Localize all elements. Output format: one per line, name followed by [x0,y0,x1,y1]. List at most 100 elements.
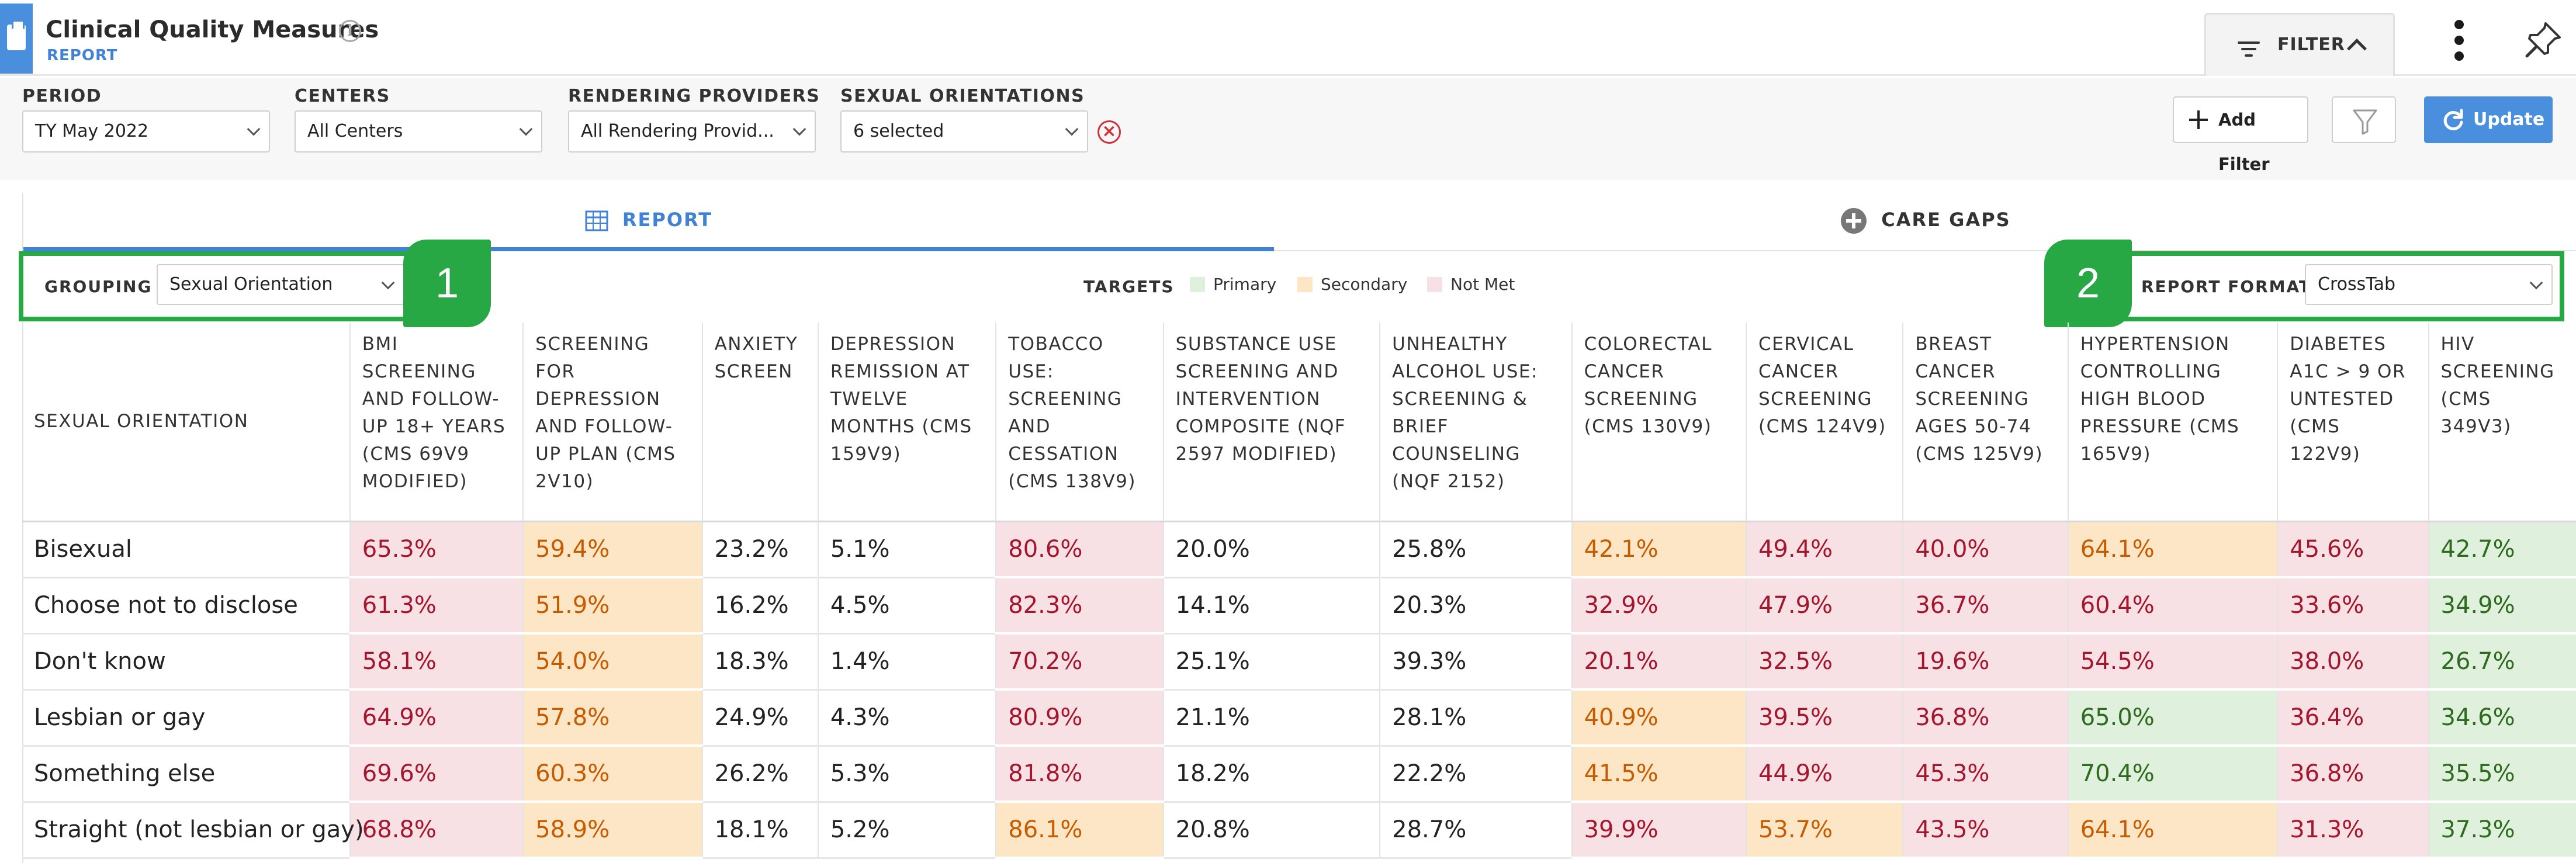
measure-cell[interactable]: 28.1% [1379,689,1572,747]
measure-cell[interactable]: 23.2% [701,521,818,578]
measure-cell[interactable]: 31.3% [2277,802,2429,859]
measure-cell[interactable]: 33.6% [2277,577,2429,635]
measure-cell[interactable]: 59.4% [522,521,702,578]
measure-cell[interactable]: 34.9% [2428,577,2576,635]
measure-cell[interactable]: 4.3% [817,689,996,747]
measure-cell[interactable]: 60.3% [522,746,702,803]
measure-cell[interactable]: 70.2% [995,633,1164,691]
measure-cell[interactable]: 45.3% [1902,746,2068,803]
measure-cell[interactable]: 21.1% [1162,689,1380,747]
measure-cell[interactable]: 36.7% [1902,577,2068,635]
measure-cell[interactable]: 58.9% [522,802,702,859]
measure-cell[interactable]: 37.3% [2428,802,2576,859]
measure-cell[interactable]: 5.3% [817,746,996,803]
column-header[interactable]: HYPERTENSION CONTROLLING HIGH BLOOD PRES… [2067,323,2278,522]
measure-cell[interactable]: 18.3% [701,633,818,691]
measure-cell[interactable]: 16.2% [701,577,818,635]
column-header[interactable]: COLORECTAL CANCER SCREENING (CMS 130V9) [1571,323,1746,522]
measure-cell[interactable]: 22.2% [1379,746,1572,803]
column-header[interactable]: UNHEALTHY ALCOHOL USE: SCREENING & BRIEF… [1379,323,1572,522]
measure-cell[interactable]: 26.7% [2428,633,2576,691]
measure-cell[interactable]: 54.0% [522,633,702,691]
pin-icon[interactable] [2522,20,2563,61]
info-icon[interactable]: i [339,20,361,42]
tab-care-gaps[interactable]: CARE GAPS [1274,193,2576,251]
measure-cell[interactable]: 20.1% [1571,633,1746,691]
column-header[interactable]: HIV SCREENING (CMS 349V3) [2428,323,2576,522]
measure-cell[interactable]: 54.5% [2067,633,2278,691]
measure-cell[interactable]: 35.5% [2428,746,2576,803]
measure-cell[interactable]: 60.4% [2067,577,2278,635]
measure-cell[interactable]: 43.5% [1902,802,2068,859]
measure-cell[interactable]: 20.8% [1162,802,1380,859]
measure-cell[interactable]: 39.5% [1745,689,1903,747]
measure-cell[interactable]: 42.1% [1571,521,1746,578]
measure-cell[interactable]: 5.2% [817,802,996,859]
report-format-select[interactable]: CrossTab [2305,264,2553,305]
measure-cell[interactable]: 82.3% [995,577,1164,635]
measure-cell[interactable]: 34.6% [2428,689,2576,747]
measure-cell[interactable]: 28.7% [1379,802,1572,859]
more-options-icon[interactable] [2452,20,2466,61]
measure-cell[interactable]: 20.3% [1379,577,1572,635]
measure-cell[interactable]: 25.1% [1162,633,1380,691]
measure-cell[interactable]: 70.4% [2067,746,2278,803]
measure-cell[interactable]: 57.8% [522,689,702,747]
funnel-filter-button[interactable] [2332,96,2396,143]
column-header[interactable]: DEPRESSION REMISSION AT TWELVE MONTHS (C… [817,323,996,522]
measure-cell[interactable]: 41.5% [1571,746,1746,803]
column-header[interactable]: TOBACCO USE: SCREENING AND CESSATION (CM… [995,323,1164,522]
measure-cell[interactable]: 4.5% [817,577,996,635]
measure-cell[interactable]: 26.2% [701,746,818,803]
measure-cell[interactable]: 25.8% [1379,521,1572,578]
measure-cell[interactable]: 36.8% [2277,746,2429,803]
measure-cell[interactable]: 47.9% [1745,577,1903,635]
measure-cell[interactable]: 68.8% [349,802,524,859]
measure-cell[interactable]: 80.6% [995,521,1164,578]
filter-toggle-button[interactable]: FILTER [2204,13,2395,76]
measure-cell[interactable]: 65.0% [2067,689,2278,747]
measure-cell[interactable]: 20.0% [1162,521,1380,578]
measure-cell[interactable]: 36.4% [2277,689,2429,747]
clear-filter-icon[interactable]: × [1097,120,1121,144]
measure-cell[interactable]: 24.9% [701,689,818,747]
measure-cell[interactable]: 53.7% [1745,802,1903,859]
providers-select[interactable]: All Rendering Provid... [568,110,816,153]
column-header[interactable]: SCREENING FOR DEPRESSION AND FOLLOW-UP P… [522,323,702,522]
measure-cell[interactable]: 51.9% [522,577,702,635]
measure-cell[interactable]: 40.0% [1902,521,2068,578]
tab-report[interactable]: REPORT [23,193,1274,251]
column-header[interactable]: DIABETES A1C > 9 OR UNTESTED (CMS 122V9) [2277,323,2429,522]
measure-cell[interactable]: 69.6% [349,746,524,803]
measure-cell[interactable]: 39.3% [1379,633,1572,691]
measure-cell[interactable]: 36.8% [1902,689,2068,747]
column-header[interactable]: ANXIETY SCREEN [701,323,818,522]
orientations-select[interactable]: 6 selected [840,110,1088,153]
measure-cell[interactable]: 32.9% [1571,577,1746,635]
measure-cell[interactable]: 44.9% [1745,746,1903,803]
measure-cell[interactable]: 64.9% [349,689,524,747]
measure-cell[interactable]: 81.8% [995,746,1164,803]
measure-cell[interactable]: 58.1% [349,633,524,691]
measure-cell[interactable]: 86.1% [995,802,1164,859]
grouping-select[interactable]: Sexual Orientation [157,264,404,305]
measure-cell[interactable]: 32.5% [1745,633,1903,691]
measure-cell[interactable]: 80.9% [995,689,1164,747]
measure-cell[interactable]: 18.2% [1162,746,1380,803]
measure-cell[interactable]: 18.1% [701,802,818,859]
column-header[interactable]: BREAST CANCER SCREENING AGES 50-74 (CMS … [1902,323,2068,522]
add-filter-button[interactable]: Add Filter [2173,96,2308,174]
measure-cell[interactable]: 42.7% [2428,521,2576,578]
measure-cell[interactable]: 5.1% [817,521,996,578]
measure-cell[interactable]: 49.4% [1745,521,1903,578]
measure-cell[interactable]: 64.1% [2067,802,2278,859]
period-select[interactable]: TY May 2022 [22,110,270,153]
measure-cell[interactable]: 38.0% [2277,633,2429,691]
column-header[interactable]: SUBSTANCE USE SCREENING AND INTERVENTION… [1162,323,1380,522]
measure-cell[interactable]: 1.4% [817,633,996,691]
measure-cell[interactable]: 39.9% [1571,802,1746,859]
measure-cell[interactable]: 19.6% [1902,633,2068,691]
measure-cell[interactable]: 40.9% [1571,689,1746,747]
measure-cell[interactable]: 64.1% [2067,521,2278,578]
measure-cell[interactable]: 45.6% [2277,521,2429,578]
